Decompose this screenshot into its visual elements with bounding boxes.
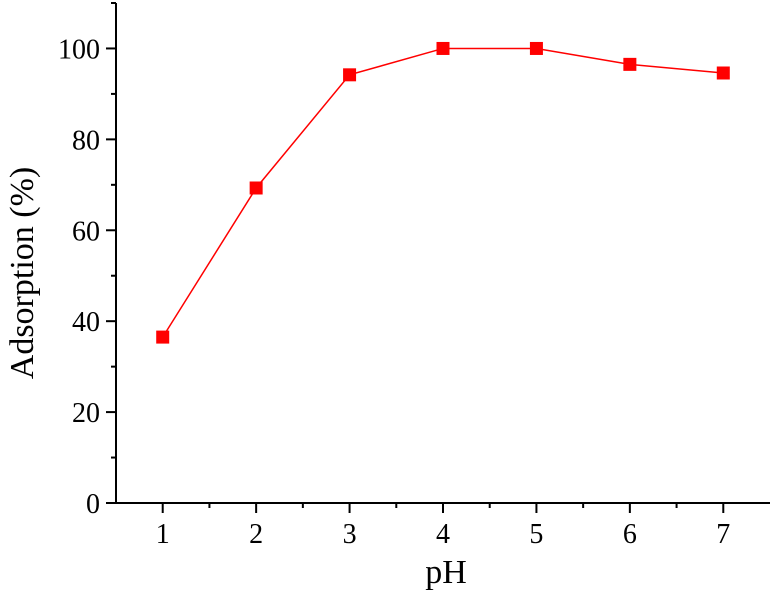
axes bbox=[106, 2, 770, 513]
x-axis-title: pH bbox=[425, 554, 467, 591]
y-tick-label: 60 bbox=[72, 216, 100, 247]
x-tick-label: 4 bbox=[436, 519, 450, 550]
y-tick-label: 100 bbox=[58, 34, 100, 65]
data-point-marker bbox=[716, 66, 730, 80]
y-tick-labels: 0 20 40 60 80 100 bbox=[58, 34, 100, 520]
data-point-marker bbox=[343, 68, 357, 82]
y-tick-label: 20 bbox=[72, 398, 100, 429]
data-point-marker bbox=[436, 41, 450, 55]
y-tick-label: 40 bbox=[72, 307, 100, 338]
x-tick-label: 6 bbox=[623, 519, 637, 550]
data-markers bbox=[156, 41, 730, 344]
series-line-path bbox=[162, 47, 724, 338]
y-axis-title: Adsorption (%) bbox=[4, 167, 41, 379]
data-point-marker bbox=[249, 181, 263, 195]
y-tick-label: 0 bbox=[86, 489, 100, 520]
data-point-marker bbox=[529, 41, 543, 55]
series-line bbox=[162, 47, 724, 338]
x-tick-label: 7 bbox=[716, 519, 730, 550]
x-tick-label: 5 bbox=[529, 519, 543, 550]
x-tick-label: 2 bbox=[249, 519, 263, 550]
x-tick-label: 1 bbox=[156, 519, 170, 550]
data-point-marker bbox=[623, 57, 637, 71]
y-tick-label: 80 bbox=[72, 125, 100, 156]
x-tick-labels: 1 2 3 4 5 6 7 bbox=[156, 519, 731, 550]
data-point-marker bbox=[156, 330, 170, 344]
x-tick-label: 3 bbox=[343, 519, 357, 550]
